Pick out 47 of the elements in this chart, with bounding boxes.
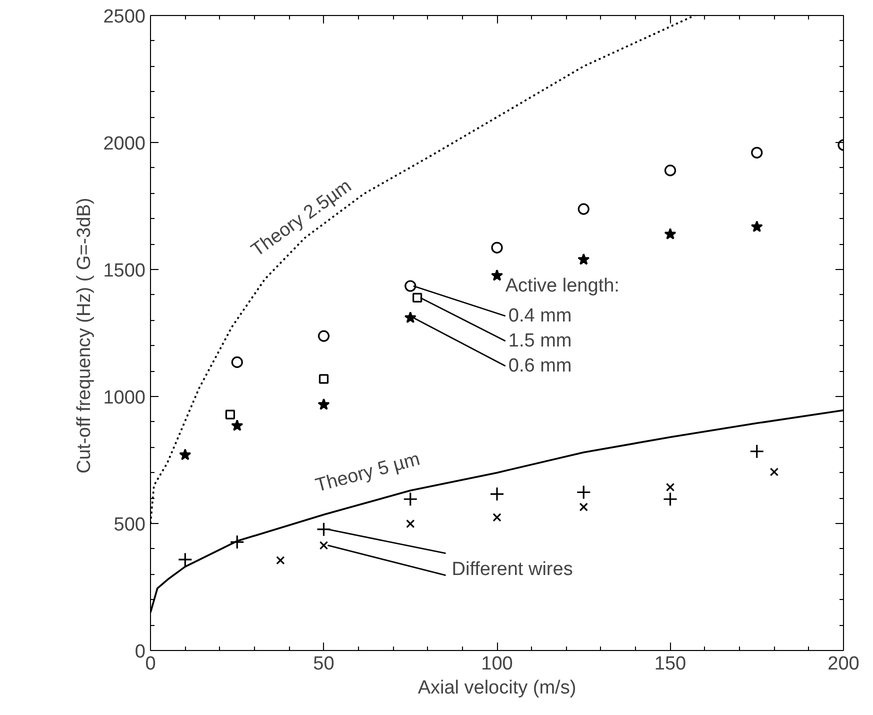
point xyxy=(404,311,416,324)
point xyxy=(664,164,676,176)
point xyxy=(492,513,502,522)
x-axis-title: Axial velocity (m/s) xyxy=(418,678,576,698)
y-tick-label: 1000 xyxy=(103,388,146,408)
point xyxy=(406,519,415,528)
point xyxy=(318,398,330,410)
annotation: Theory 5 µm xyxy=(313,448,422,497)
point xyxy=(750,220,763,232)
point xyxy=(231,356,243,368)
point xyxy=(666,482,675,492)
point xyxy=(490,269,504,281)
point xyxy=(412,292,422,302)
point xyxy=(490,486,504,502)
y-axis-title: Cut-off frequency (Hz) ( G=-3dB) xyxy=(74,198,96,474)
point xyxy=(750,444,764,459)
point xyxy=(318,330,330,342)
annotation: Active length: xyxy=(505,276,620,297)
point xyxy=(276,556,285,565)
point xyxy=(578,253,590,265)
y-tick-label: 2000 xyxy=(103,134,146,154)
point xyxy=(770,468,779,476)
x-tick-label: 150 xyxy=(654,654,686,674)
point xyxy=(403,492,418,506)
point xyxy=(230,534,244,550)
y-tick-label: 1500 xyxy=(103,260,146,282)
point xyxy=(179,448,192,460)
y-tick-label: 2500 xyxy=(103,6,146,28)
x-tick-label: 50 xyxy=(313,654,334,674)
point xyxy=(318,374,329,384)
point xyxy=(751,146,763,158)
annotation: 0.6 mm xyxy=(508,356,572,377)
annotation: 0.4 mm xyxy=(508,306,572,327)
point xyxy=(579,502,588,512)
x-tick-label: 100 xyxy=(481,654,513,674)
y-tick-label: 500 xyxy=(114,514,146,536)
point xyxy=(178,552,192,567)
annotation: Different wires xyxy=(452,558,573,580)
point xyxy=(231,419,244,431)
annotation: 1.5 mm xyxy=(508,330,572,352)
point xyxy=(491,242,503,254)
point xyxy=(225,410,235,420)
x-tick-label: 200 xyxy=(828,654,860,674)
point xyxy=(662,492,678,506)
point xyxy=(664,228,676,240)
point xyxy=(576,484,591,500)
point xyxy=(578,203,590,215)
